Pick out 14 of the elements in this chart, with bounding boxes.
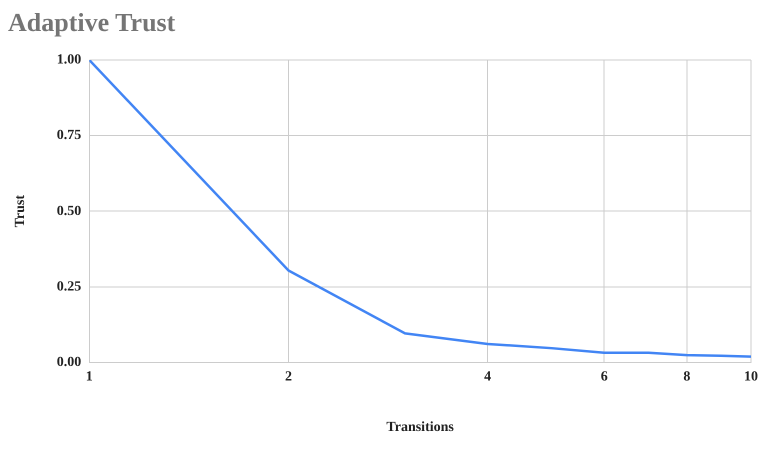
- y-tick-label: 1.00: [56, 52, 82, 68]
- y-axis-title: Trust: [13, 194, 28, 228]
- x-tick-label: 6: [600, 369, 608, 384]
- x-tick-label: 2: [284, 369, 292, 384]
- x-tick-label: 10: [744, 369, 758, 384]
- x-tick-label: 4: [484, 369, 492, 384]
- y-tick-label: 0.25: [56, 279, 82, 294]
- x-tick-label: 8: [683, 369, 690, 384]
- y-tick-label: 0.00: [56, 355, 82, 370]
- x-axis-title: Transitions: [386, 420, 454, 436]
- chart-title: Adaptive Trust: [8, 8, 176, 38]
- y-tick-label: 0.75: [56, 128, 82, 144]
- x-tick-label: 1: [86, 369, 93, 384]
- y-tick-label: 0.50: [56, 204, 82, 219]
